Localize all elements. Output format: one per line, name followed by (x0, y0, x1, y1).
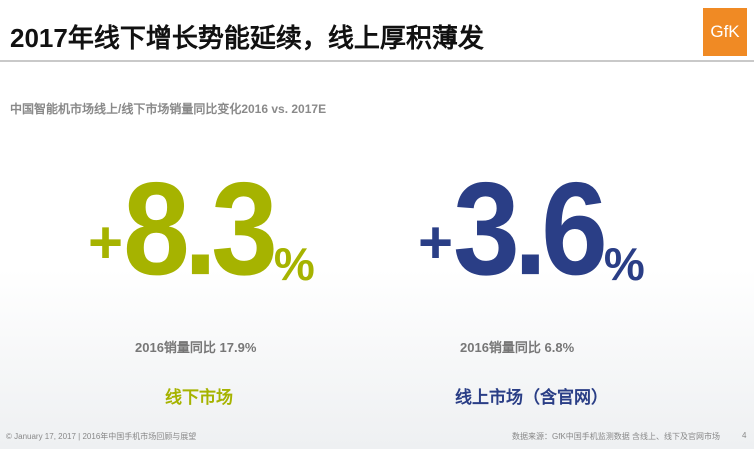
stat-offline: + 8.3 % (88, 155, 315, 303)
previous: 2016销量同比 17.9% (135, 340, 257, 355)
sign: + (418, 209, 454, 276)
previous: 2016销量同比 6.8% (460, 340, 575, 355)
title: 2017年线下增长势能延续，线上厚积薄发 (10, 23, 484, 53)
label: 线下市场 (165, 388, 233, 407)
logo: GfK (703, 8, 747, 56)
footer-source: 数据来源：GfK中国手机监测数据 含线上、线下及官网市场 (512, 432, 721, 441)
unit: % (273, 238, 315, 290)
number: 8.3 (123, 155, 278, 303)
footer-left: © January 17, 2017 | 2016年中国手机市场回顾与展望 (6, 432, 197, 441)
label: 线上市场（含官网） (455, 388, 608, 407)
divider (0, 60, 754, 62)
number: 3.6 (453, 155, 608, 303)
subtitle: 中国智能机市场线上/线下市场销量同比变化2016 vs. 2017E (10, 102, 327, 116)
stat-online: + 3.6 % (418, 155, 645, 303)
page-number: 4 (742, 431, 747, 440)
sign: + (88, 209, 124, 276)
unit: % (603, 238, 645, 290)
